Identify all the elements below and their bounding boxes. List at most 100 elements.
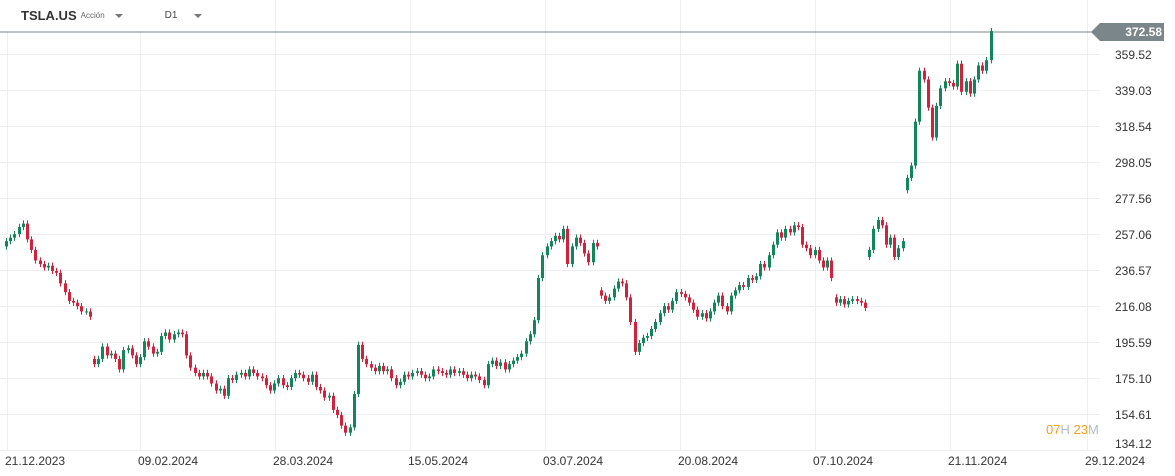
candle-down: [319, 383, 322, 394]
candle-down: [114, 350, 117, 363]
candle-body: [72, 300, 75, 303]
candle-up: [592, 239, 595, 266]
candle-body: [357, 344, 360, 395]
candle-body: [579, 237, 582, 243]
candle-body: [118, 358, 121, 370]
candle-down: [181, 329, 184, 338]
candle-body: [709, 311, 712, 319]
date-tick-label: 15.05.2024: [408, 454, 469, 468]
candle-up: [533, 317, 536, 338]
candle-up: [122, 346, 125, 373]
candle-up: [273, 380, 276, 394]
candle-up: [202, 369, 205, 380]
candle-up: [516, 353, 519, 364]
candle-body: [927, 79, 930, 108]
candle-body: [261, 376, 264, 379]
candle-body: [910, 165, 913, 178]
candle-up: [18, 223, 21, 238]
candle-body: [654, 321, 657, 330]
candle-body: [101, 346, 104, 359]
candle-body: [667, 306, 670, 310]
candle-down: [927, 76, 930, 111]
candle-down: [478, 373, 481, 384]
candle-up: [110, 350, 113, 359]
candle-body: [529, 334, 532, 342]
candle-body: [97, 358, 100, 365]
candle-body: [805, 244, 808, 249]
candle-down: [30, 236, 33, 254]
candle-body: [252, 369, 255, 373]
candle-down: [587, 250, 590, 266]
candle-down: [696, 306, 699, 320]
timeframe-selector[interactable]: D1: [164, 10, 178, 21]
candle-down: [583, 239, 586, 257]
candle-body: [370, 364, 373, 368]
candle-body: [441, 371, 444, 373]
symbol-selector[interactable]: TSLA.US: [21, 8, 77, 23]
candle-down: [680, 288, 683, 298]
candle-body: [122, 350, 125, 370]
candle-body: [332, 395, 335, 410]
candle-body: [822, 260, 825, 268]
candle-body: [202, 372, 205, 377]
candle-down: [441, 368, 444, 377]
candle-down: [789, 225, 792, 236]
candle-down: [634, 318, 637, 356]
candle-body: [629, 297, 632, 322]
chevron-down-icon[interactable]: [114, 13, 123, 18]
candle-down: [445, 369, 448, 378]
candle-body: [688, 297, 691, 303]
candle-body: [897, 248, 900, 257]
candle-up: [470, 371, 473, 382]
candle-body: [918, 70, 921, 122]
candle-body: [349, 427, 352, 433]
candle-down: [692, 299, 695, 313]
candle-down: [198, 369, 201, 380]
candle-body: [717, 295, 720, 303]
candle-up: [906, 174, 909, 194]
candle-up: [784, 225, 787, 241]
candle-body: [944, 81, 947, 89]
candle-body: [47, 265, 50, 268]
candle-body: [550, 241, 553, 247]
candle-body: [784, 228, 787, 238]
candle-up: [487, 360, 490, 389]
candle-down: [26, 220, 29, 243]
candle-body: [520, 353, 523, 358]
candle-up: [156, 348, 159, 357]
candle-body: [93, 358, 96, 365]
candle-body: [265, 378, 268, 386]
candle-body: [872, 228, 875, 250]
date-tick-label: 29.12.2024: [1085, 454, 1146, 468]
candle-up: [713, 299, 716, 315]
candle-up: [868, 246, 871, 261]
candle-body: [290, 378, 293, 387]
candle-body: [889, 237, 892, 245]
candle-up: [571, 243, 574, 268]
candle-down: [931, 104, 934, 141]
candle-down: [407, 371, 410, 380]
candle-down: [135, 352, 138, 368]
candle-body: [789, 228, 792, 233]
candle-body: [437, 369, 440, 372]
candle-body: [403, 374, 406, 382]
candle-body: [420, 371, 423, 375]
candle-up: [177, 329, 180, 338]
candle-up: [977, 62, 980, 83]
candle-body: [344, 425, 347, 433]
chevron-down-icon[interactable]: [194, 13, 203, 18]
candle-body: [185, 334, 188, 356]
candle-body: [219, 388, 222, 391]
candle-body: [386, 369, 389, 372]
candle-body: [826, 260, 829, 268]
candle-up: [575, 234, 578, 250]
candle-body: [307, 378, 310, 382]
candle-up: [541, 252, 544, 282]
candle-down: [474, 371, 477, 380]
candle-up: [738, 281, 741, 294]
candle-down: [76, 299, 79, 310]
candle-up: [499, 359, 502, 370]
candle-up: [646, 332, 649, 341]
price-tick-label: 318.54: [1115, 119, 1152, 134]
